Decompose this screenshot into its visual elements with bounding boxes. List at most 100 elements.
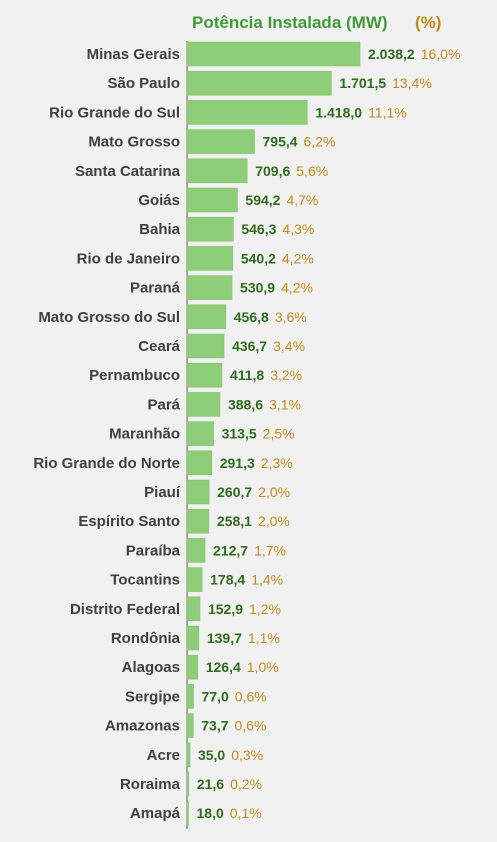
pct-label-maranhao: 2,5% <box>263 426 295 442</box>
value-label-mato-grosso: 795,4 <box>263 134 298 150</box>
value-label-minas-gerais: 2.038,2 <box>368 46 415 62</box>
value-label-tocantins: 178,4 <box>210 572 245 588</box>
category-label-minas-gerais: Minas Gerais <box>87 46 180 63</box>
pct-label-espirito-santo: 2,0% <box>258 513 290 529</box>
pct-label-para: 3,1% <box>269 396 301 412</box>
value-label-ceara: 436,7 <box>232 338 267 354</box>
pct-label-acre: 0,3% <box>231 747 263 763</box>
pct-label-pernambuco: 3,2% <box>270 367 302 383</box>
bar-rio-grande-do-norte <box>186 450 212 476</box>
value-label-paraiba: 212,7 <box>213 542 248 558</box>
pct-label-parana: 4,2% <box>281 280 313 296</box>
bar-paraiba <box>186 538 206 563</box>
bar-rondonia <box>186 625 200 651</box>
bar-distrito-federal <box>186 596 201 622</box>
pct-label-rondonia: 1,1% <box>248 630 280 646</box>
bar-mato-grosso <box>186 129 255 154</box>
bar-tocantins <box>186 567 203 592</box>
bar-acre <box>186 742 191 768</box>
pct-label-santa-catarina: 5,6% <box>296 163 328 179</box>
value-label-amapa: 18,0 <box>197 805 224 821</box>
bar-piaui <box>186 479 210 505</box>
bar-bahia <box>186 216 234 242</box>
bar-amazonas <box>186 713 194 738</box>
category-label-amazonas: Amazonas <box>105 718 180 735</box>
bar-maranhao <box>186 421 214 446</box>
bar-rio-grande-do-sul <box>186 100 308 125</box>
value-label-bahia: 546,3 <box>241 221 276 237</box>
value-label-amazonas: 73,7 <box>201 718 228 734</box>
bar-minas-gerais <box>186 41 361 67</box>
pct-label-tocantins: 1,4% <box>251 572 283 588</box>
value-label-rio-grande-do-sul: 1.418,0 <box>315 104 362 120</box>
bar-alagoas <box>186 654 198 680</box>
chart-title: Potência Instalada (MW) <box>192 13 388 32</box>
pct-label-rio-de-janeiro: 4,2% <box>282 250 314 266</box>
pct-label-bahia: 4,3% <box>282 221 314 237</box>
value-label-roraima: 21,6 <box>197 776 224 792</box>
category-label-rio-grande-do-norte: Rio Grande do Norte <box>33 455 180 472</box>
category-label-goias: Goiás <box>138 192 180 209</box>
pct-label-distrito-federal: 1,2% <box>249 601 281 617</box>
bar-mato-grosso-do-sul <box>186 304 227 330</box>
pct-label-minas-gerais: 16,0% <box>421 46 461 62</box>
bar-amapa <box>186 800 189 826</box>
category-label-distrito-federal: Distrito Federal <box>70 601 180 618</box>
pct-label-sergipe: 0,6% <box>235 688 267 704</box>
category-label-rondonia: Rondônia <box>111 630 181 647</box>
pct-label-ceara: 3,4% <box>273 338 305 354</box>
pct-label-mato-grosso-do-sul: 3,6% <box>275 309 307 325</box>
category-label-mato-grosso-do-sul: Mato Grosso do Sul <box>38 309 180 326</box>
pct-label-paraiba: 1,7% <box>254 542 286 558</box>
pct-label-sao-paulo: 13,4% <box>392 75 432 91</box>
category-label-alagoas: Alagoas <box>122 659 180 676</box>
value-label-parana: 530,9 <box>240 280 275 296</box>
bar-sao-paulo <box>186 70 332 96</box>
category-label-rio-de-janeiro: Rio de Janeiro <box>77 250 180 267</box>
category-label-para: Pará <box>147 396 180 413</box>
category-label-parana: Paraná <box>130 280 181 297</box>
value-label-sergipe: 77,0 <box>202 688 229 704</box>
bar-parana <box>186 275 233 300</box>
category-label-amapa: Amapá <box>130 805 181 822</box>
value-label-acre: 35,0 <box>198 747 225 763</box>
bar-goias <box>186 187 238 213</box>
value-label-rondonia: 139,7 <box>207 630 242 646</box>
pct-label-rio-grande-do-sul: 11,1% <box>368 104 407 120</box>
value-label-piaui: 260,7 <box>217 484 252 500</box>
category-label-sergipe: Sergipe <box>125 688 180 705</box>
category-label-tocantins: Tocantins <box>110 572 180 589</box>
category-label-paraiba: Paraíba <box>126 542 181 559</box>
chart-marks: Minas Gerais 2.038,2 16,0% São Paulo 1.701,5… <box>33 41 461 826</box>
bar-roraima <box>186 771 190 797</box>
pct-label-goias: 4,7% <box>286 192 318 208</box>
category-label-rio-grande-do-sul: Rio Grande do Sul <box>49 104 180 121</box>
value-label-alagoas: 126,4 <box>206 659 241 675</box>
value-label-distrito-federal: 152,9 <box>208 601 243 617</box>
value-label-para: 388,6 <box>228 396 263 412</box>
category-label-ceara: Ceará <box>138 338 180 355</box>
category-label-piaui: Piauí <box>144 484 181 501</box>
bar-para <box>186 392 221 417</box>
pct-label-amazonas: 0,6% <box>235 718 267 734</box>
pct-label-amapa: 0,1% <box>230 805 262 821</box>
value-label-rio-grande-do-norte: 291,3 <box>220 455 255 471</box>
category-label-espirito-santo: Espírito Santo <box>78 513 180 530</box>
pct-label-mato-grosso: 6,2% <box>304 134 336 150</box>
value-label-mato-grosso-do-sul: 456,8 <box>234 309 269 325</box>
bar-rio-de-janeiro <box>186 246 234 271</box>
pct-label-roraima: 0,2% <box>230 776 262 792</box>
bar-ceara <box>186 333 225 359</box>
category-label-acre: Acre <box>147 747 180 764</box>
category-label-pernambuco: Pernambuco <box>89 367 180 384</box>
category-label-mato-grosso: Mato Grosso <box>88 134 180 151</box>
bar-pernambuco <box>186 362 223 388</box>
category-label-roraima: Roraima <box>120 776 181 793</box>
bar-sergipe <box>186 684 194 709</box>
category-label-santa-catarina: Santa Catarina <box>75 163 181 180</box>
bar-espirito-santo <box>186 508 210 534</box>
bar-santa-catarina <box>186 158 248 184</box>
value-label-maranhao: 313,5 <box>222 426 257 442</box>
pct-label-piaui: 2,0% <box>258 484 290 500</box>
